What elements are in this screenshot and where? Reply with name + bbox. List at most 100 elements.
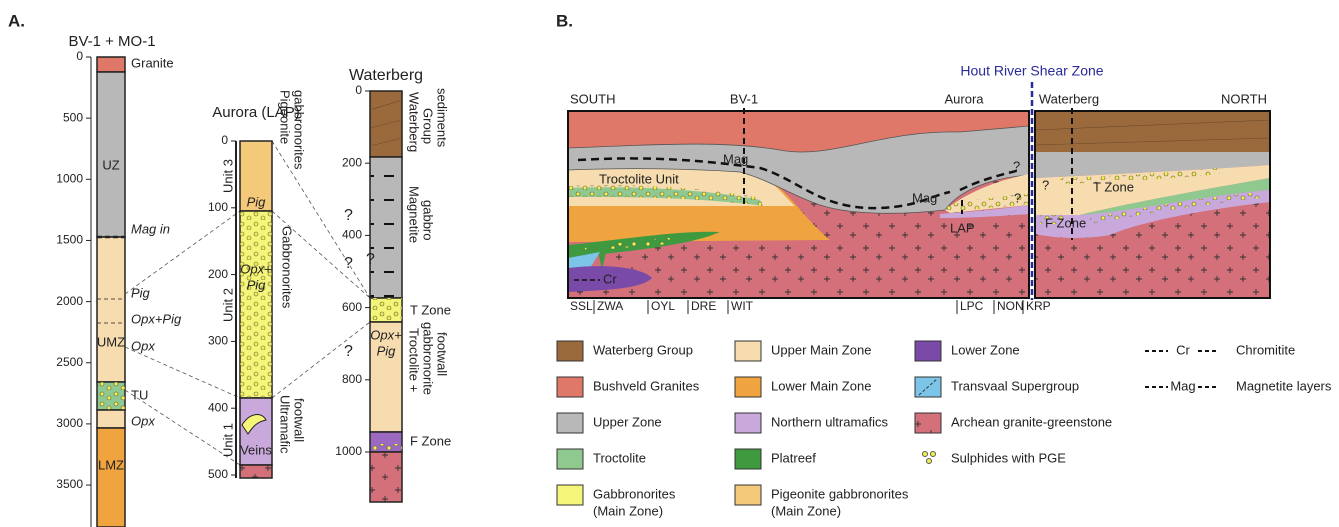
legend: Waterberg Group Bushveld Granites Upper Zo… (556, 340, 1332, 518)
tick-label: 1500 (56, 233, 83, 247)
side-label: Magnetite (407, 186, 422, 243)
question-mark: ? (344, 255, 353, 272)
tick-label: 400 (342, 228, 362, 242)
side-label: footwall (435, 332, 450, 376)
legend-symbol-label: Mag (1170, 378, 1195, 393)
inner-label: Pig (377, 343, 397, 358)
legend-symbol-label: Cr (1176, 342, 1190, 357)
legend-label: Upper Main Zone (771, 342, 871, 357)
legend-label: (Main Zone) (593, 503, 663, 518)
side-label: sediments (435, 88, 450, 148)
tick-label: 0 (355, 83, 362, 97)
tick-label: 0 (76, 49, 83, 63)
inner-label: Pig (247, 277, 267, 292)
legend-swatch (734, 412, 762, 434)
tick-label: 500 (208, 467, 228, 481)
side-label: F Zone (410, 433, 451, 448)
unit-label: UZ (102, 157, 119, 172)
section-right (1034, 108, 1271, 299)
area-label: NON (997, 299, 1024, 313)
legend-label: Upper Zone (593, 414, 662, 429)
tick-label: 1000 (335, 444, 362, 458)
area-label: DRE (691, 299, 716, 313)
legend-label: Pigeonite gabbronorites (771, 486, 909, 501)
unit-label: Opx (131, 338, 155, 353)
tick-label: 400 (208, 400, 228, 414)
legend-label: Archean granite-greenstone (951, 414, 1112, 429)
legend-swatch (734, 340, 762, 362)
tick-label: 1000 (56, 171, 83, 185)
legend-symbol (926, 458, 932, 464)
legend-label: Lower Zone (951, 342, 1020, 357)
section-left (567, 108, 1030, 299)
section-label: LAP (950, 220, 975, 235)
legend-label: Transvaal Supergroup (951, 378, 1079, 393)
unit-label: TU (131, 387, 148, 402)
side-label: Troctolite + (407, 328, 422, 392)
unit-label: LMZ (98, 457, 124, 472)
tick-label: 200 (342, 155, 362, 169)
section-label: Mag (912, 190, 937, 205)
section-label: F Zone (1045, 215, 1086, 230)
area-label: LPC (960, 299, 984, 313)
side-label: gabbronorite (421, 322, 436, 395)
side-label: Waterberg (407, 92, 422, 152)
tick-label: 100 (208, 200, 228, 214)
tick-label: 3500 (56, 477, 83, 491)
aurora-column (235, 140, 273, 479)
location-label: SOUTH (570, 91, 616, 106)
question-mark: ? (1014, 190, 1021, 205)
area-label: ZWA (597, 299, 623, 313)
side-label: Pigeonite (278, 90, 293, 144)
unit-label: Unit 2 (220, 288, 235, 322)
correlation-lines (124, 140, 371, 466)
legend-label: Troctolite (593, 450, 646, 465)
location-label: Aurora (944, 91, 984, 106)
side-label: Group (421, 108, 436, 144)
legend-label: Waterberg Group (593, 342, 693, 357)
inner-label: Opx+ (370, 327, 402, 342)
column-title: BV-1 + MO-1 (68, 33, 155, 50)
legend-swatch (734, 484, 762, 506)
question-mark: ? (366, 251, 375, 268)
legend-swatch (556, 448, 584, 470)
legend-symbol (922, 451, 928, 457)
legend-swatch (556, 484, 584, 506)
legend-swatch (734, 376, 762, 398)
waterberg-column (369, 90, 403, 503)
legend-swatch (556, 376, 584, 398)
unit-label: Mag in (131, 221, 170, 236)
unit-label: Pig (131, 285, 151, 300)
area-label: SSL (570, 299, 593, 313)
legend-swatch (914, 340, 942, 362)
panel-label: B. (556, 11, 573, 30)
unit-label: Opx+Pig (131, 311, 182, 326)
legend-label: (Main Zone) (771, 503, 841, 518)
inner-label: Veins (240, 442, 272, 457)
side-label: Gabbronorites (280, 226, 295, 309)
tick-label: 3000 (56, 416, 83, 430)
legend-swatch (556, 412, 584, 434)
section-label: Mag (723, 151, 748, 166)
legend-symbol (930, 451, 936, 457)
legend-swatch (914, 412, 942, 434)
tick-label: 200 (208, 267, 228, 281)
question-mark: ? (1042, 177, 1049, 192)
unit-label: UMZ (97, 334, 125, 349)
tick-label: 800 (342, 372, 362, 386)
tick-label: 2500 (56, 355, 83, 369)
legend-label: Magnetite layers (1236, 378, 1332, 393)
legend-label: Northern ultramafics (771, 414, 889, 429)
section-label: Troctolite Unit (599, 171, 679, 186)
area-label: KRP (1026, 299, 1051, 313)
legend-label: Bushveld Granites (593, 378, 700, 393)
side-label: gabbronorites (292, 90, 307, 170)
legend-label: Sulphides with PGE (951, 450, 1066, 465)
tick-label: 600 (342, 300, 362, 314)
side-label: Ultramafic (278, 395, 293, 454)
legend-swatch (556, 340, 584, 362)
panel-label: A. (8, 11, 25, 30)
legend-label: Platreef (771, 450, 816, 465)
area-label: WIT (731, 299, 754, 313)
